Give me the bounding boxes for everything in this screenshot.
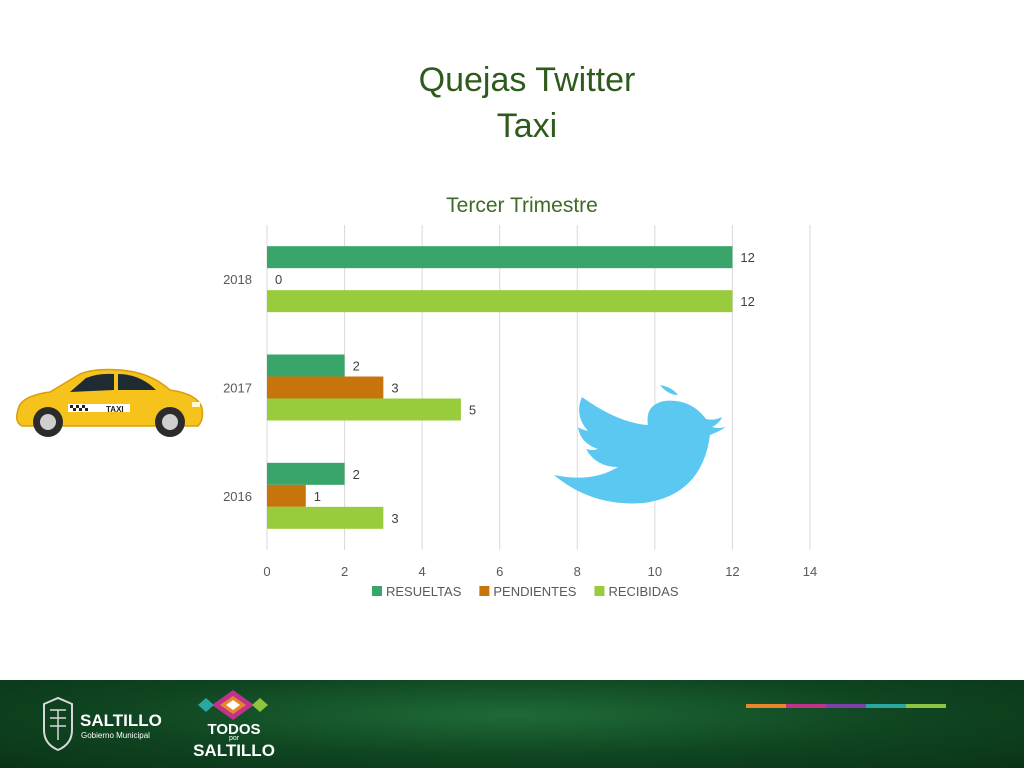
footer-color-stripes [746,704,946,708]
bar [267,376,384,399]
footer-banner [0,680,1024,768]
x-tick-label: 6 [496,564,503,579]
x-tick-label: 8 [574,564,581,579]
data-label: 2 [353,359,360,374]
x-tick-label: 10 [648,564,662,579]
page-title: Quejas Twitter [418,61,636,99]
y-category-label: 2016 [223,489,252,504]
x-tick-label: 0 [263,564,270,579]
data-label: 5 [469,403,476,418]
data-label: 2 [353,467,360,482]
bar [267,462,345,485]
y-category-label: 2017 [223,381,252,396]
legend-label: PENDIENTES [493,584,576,599]
footer-stripe [746,704,786,708]
page-subtitle: Taxi [496,107,558,145]
footer-stripe [866,704,906,708]
footer-stripe [826,704,866,708]
legend-swatch [594,586,605,596]
footer-stripe [906,704,946,708]
bar [267,506,384,529]
chart-title: Tercer Trimestre [446,194,598,217]
footer-stripe [786,704,826,708]
x-tick-label: 4 [419,564,426,579]
bar [267,398,461,421]
legend-swatch [372,586,382,596]
data-label: 0 [275,272,282,287]
todos-logo-line1: TODOS [207,721,261,738]
svg-text:TAXI: TAXI [106,405,124,414]
todos-logo-line3: SALTILLO [193,741,275,760]
x-tick-label: 12 [725,564,739,579]
bar [267,246,733,269]
x-tick-label: 14 [803,564,817,579]
todos-por-saltillo-diamond-icon [198,690,268,720]
bar [267,290,733,313]
x-tick-label: 2 [341,564,348,579]
bar [267,484,306,507]
data-label: 12 [740,294,754,309]
data-label: 1 [314,489,321,504]
data-label: 12 [740,250,754,265]
legend-label: RESUELTAS [386,584,462,599]
twitter-bird-icon [554,385,726,504]
legend-swatch [479,586,490,596]
saltillo-coat-of-arms-icon [43,696,73,752]
taxi-car-icon: TAXI [15,368,204,437]
saltillo-logo-subtext: Gobierno Municipal [81,731,150,740]
legend-label: RECIBIDAS [608,584,678,599]
data-label: 3 [391,511,398,526]
saltillo-logo-text: SALTILLO [80,711,162,730]
bar [267,354,345,377]
data-label: 3 [391,381,398,396]
bar-chart: 0 2 4 6 8 10 12 14 2018 12 0 12 2017 2 3 5 2016 2 1 3 RESUEL… [223,225,817,599]
todos-logo-line2: por [228,735,240,742]
y-category-label: 2018 [223,272,252,287]
